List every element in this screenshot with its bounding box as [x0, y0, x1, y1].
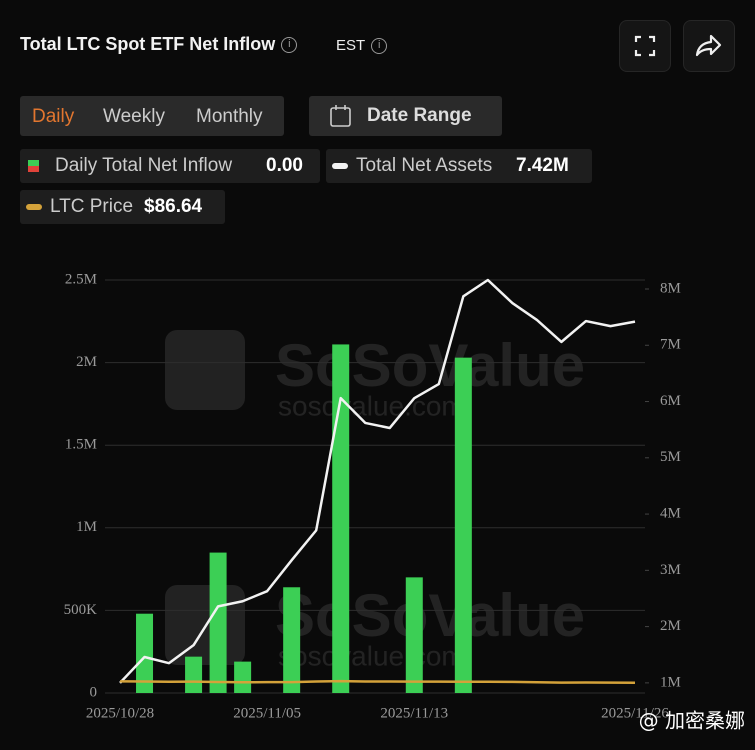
x-tick-label: 2025/11/26 [601, 705, 669, 721]
x-tick-label: 2025/11/13 [380, 705, 448, 721]
tab[interactable]: Monthly [196, 106, 263, 127]
watermark-text: SoSoValue [275, 582, 585, 649]
legend-swatch [26, 204, 42, 210]
bar [209, 552, 227, 693]
y2-tick-label: 4M [660, 506, 681, 522]
bar [405, 577, 423, 693]
date-range-text: Date Range [367, 105, 472, 126]
y-tick-label: 0 [90, 684, 98, 700]
y2-tick-label: 5M [660, 449, 681, 465]
info-icon[interactable]: i [371, 38, 388, 55]
bar [283, 587, 301, 693]
line [119, 278, 636, 684]
legend-label: LTC Price [50, 196, 134, 217]
fullscreen-button[interactable] [619, 20, 671, 72]
fullscreen-icon [634, 35, 656, 57]
y2-tick-label: 7M [660, 337, 681, 353]
bar [454, 357, 472, 693]
x-tick-label: 2025/11/05 [233, 705, 301, 721]
tab[interactable]: Daily [32, 106, 75, 127]
footer-credit: @ 加密桑娜 [639, 709, 745, 733]
bar [234, 661, 252, 693]
tab-group: Daily Weekly Monthly [20, 96, 284, 136]
x-tick-label: 2025/10/28 [86, 705, 154, 721]
share-button[interactable] [683, 20, 735, 72]
watermark-url: sosovalue.com [278, 640, 465, 671]
calendar-icon [330, 105, 351, 127]
legend-value: 0.00 [266, 155, 303, 176]
legend-swatch [332, 163, 348, 169]
y-tick-label: 2.5M [65, 271, 97, 287]
bar [185, 656, 203, 693]
title: Total LTC Spot ETF Net Inflow i [20, 34, 298, 55]
y-tick-label: 500K [64, 602, 98, 618]
timezone-text: EST [336, 37, 366, 54]
y2-tick-label: 2M [660, 618, 681, 634]
watermark-url: sosovalue.com [278, 390, 465, 421]
legend-value: 7.42M [516, 155, 569, 176]
legend-swatch [28, 166, 39, 172]
title-text: Total LTC Spot ETF Net Inflow [20, 34, 276, 54]
share-icon [695, 34, 722, 57]
legend-swatch [28, 160, 39, 166]
legend-item[interactable]: Daily Total Net Inflow 0.00 [20, 149, 320, 183]
y-tick-label: 1M [76, 519, 97, 535]
y2-tick-label: 8M [660, 280, 681, 296]
y-tick-label: 2M [76, 354, 97, 370]
y2-tick-label: 1M [660, 674, 681, 690]
info-icon[interactable]: i [281, 37, 298, 54]
y2-tick-label: 3M [660, 562, 681, 578]
date-range-button[interactable]: Date Range [309, 96, 502, 136]
legend-label: Total Net Assets [356, 155, 493, 176]
legend-label: Daily Total Net Inflow [55, 155, 233, 176]
y-tick-label: 1.5M [65, 437, 97, 453]
watermark: SoSoValue sosovalue.com SoSoValue sosova… [165, 330, 585, 671]
y2-tick-label: 6M [660, 393, 681, 409]
watermark-logo [165, 330, 245, 410]
bar [332, 344, 350, 693]
legend-item[interactable]: LTC Price $86.64 [20, 190, 225, 224]
legend-item[interactable]: Total Net Assets 7.42M [326, 149, 592, 183]
bar [136, 613, 154, 693]
legend-value: $86.64 [144, 196, 203, 217]
timezone[interactable]: EST i [336, 37, 388, 55]
tab[interactable]: Weekly [103, 106, 165, 127]
line [119, 679, 636, 685]
